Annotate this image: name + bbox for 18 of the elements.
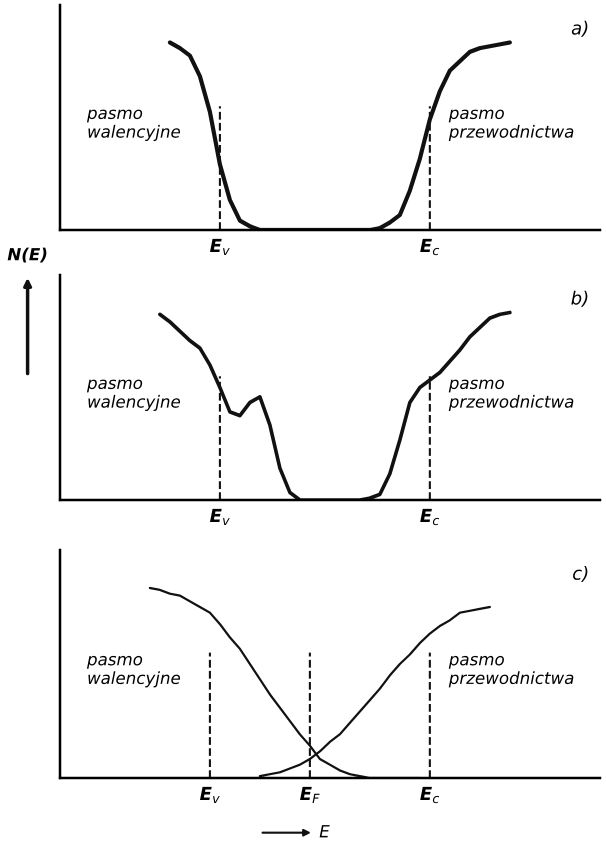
annotation: pasmo walencyjne bbox=[86, 380, 180, 412]
x-tick-label: E$_{v}$ bbox=[200, 786, 220, 803]
x-tick-label: E$_{c}$ bbox=[420, 238, 440, 256]
x-axis-title: E bbox=[320, 825, 330, 838]
x-tick-label: E$_{v}$ bbox=[210, 238, 230, 255]
x-tick-label: E$_{c}$ bbox=[420, 508, 440, 526]
y-axis-title: N(E) bbox=[8, 248, 46, 262]
annotation: pasmo przewodnictwa bbox=[448, 380, 574, 412]
text: a) bbox=[572, 20, 588, 37]
annotation: pasmo przewodnictwa bbox=[448, 110, 574, 142]
x-tick-label: E$_{F}$ bbox=[300, 786, 320, 803]
x-tick-label: E$_{v}$ bbox=[210, 508, 230, 525]
annotation: pasmo walencyjne bbox=[86, 110, 180, 142]
text: b) bbox=[571, 290, 588, 307]
annotation: pasmo przewodnictwa bbox=[448, 656, 574, 688]
annotation: pasmo walencyjne bbox=[86, 656, 180, 688]
text: c) bbox=[573, 566, 588, 582]
x-tick-label: E$_{c}$ bbox=[420, 786, 440, 804]
